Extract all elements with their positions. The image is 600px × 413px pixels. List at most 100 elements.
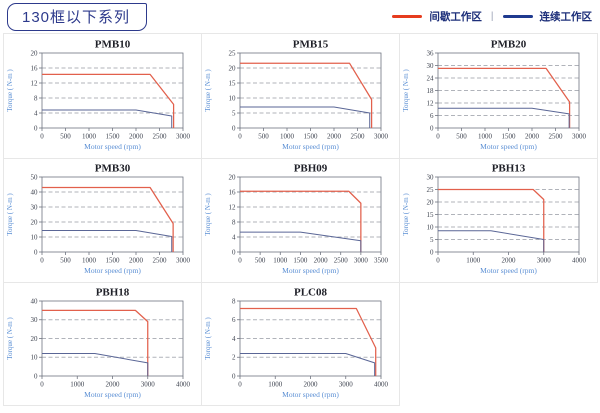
y-tick-label: 6 (430, 111, 434, 119)
y-tick-label: 50 (30, 173, 38, 181)
x-tick-label: 1000 (273, 257, 288, 265)
x-tick-label: 4000 (176, 380, 191, 388)
continuous-curve (41, 352, 148, 376)
continuous-curve (239, 231, 361, 252)
x-tick-label: 0 (238, 257, 242, 265)
plot-border (41, 52, 183, 128)
y-tick-label: 0 (232, 372, 236, 380)
y-tick-label: 0 (232, 248, 236, 256)
x-tick-label: 2500 (548, 132, 563, 140)
x-tick-label: 3000 (536, 257, 551, 265)
y-tick-label: 0 (34, 124, 38, 132)
y-tick-label: 10 (228, 94, 236, 102)
x-axis-label: Motor speed (rpm) (84, 266, 141, 275)
torque-speed-chart-PLC08: 0 2 4 6 8 0 1000 2000 3000 4000 PLC08 Motor speed (… (204, 286, 389, 399)
x-tick-label: 0 (40, 132, 44, 140)
x-tick-label: 0 (436, 257, 440, 265)
y-tick-label: 20 (30, 334, 38, 342)
intermittent-curve (41, 309, 148, 376)
y-tick-label: 20 (228, 64, 236, 72)
y-tick-label: 18 (426, 86, 434, 94)
intermittent-curve (239, 190, 361, 252)
x-tick-label: 500 (258, 132, 269, 140)
page-header: 130框以下系列 间歇工作区 | 连续工作区 (0, 0, 600, 33)
legend-label-intermittent: 间歇工作区 (429, 11, 482, 23)
continuous-curve (41, 109, 172, 128)
y-tick-label: 30 (30, 316, 38, 324)
y-tick-label: 20 (30, 218, 38, 226)
x-tick-label: 0 (238, 380, 242, 388)
x-tick-label: 2000 (501, 257, 516, 265)
chart-cell-PBH13: 0 5 10 15 20 25 30 0 1000 2000 3000 4000 PBH13 Motor … (400, 159, 598, 283)
x-axis-label: Motor speed (rpm) (282, 266, 339, 275)
x-tick-label: 3000 (572, 132, 587, 140)
torque-speed-chart-PBH09: 0 4 8 12 16 20 0 500 1000 1500 2000 2500 3000 3500 PBH… (204, 163, 389, 276)
x-tick-label: 1000 (478, 132, 493, 140)
x-tick-label: 1000 (82, 132, 97, 140)
y-tick-label: 20 (228, 173, 236, 181)
x-axis-label: Motor speed (rpm) (282, 142, 339, 151)
x-tick-label: 2000 (327, 132, 342, 140)
continuous-curve (437, 230, 544, 252)
x-tick-label: 3000 (140, 380, 155, 388)
x-tick-label: 0 (40, 380, 44, 388)
chart-cell-PMB30: 0 10 20 30 40 50 0 500 1000 1500 2000 2500 3000 PMB30… (4, 159, 202, 283)
x-tick-label: 4000 (374, 380, 389, 388)
chart-title: PLC08 (294, 286, 328, 298)
x-tick-label: 3000 (374, 132, 389, 140)
intermittent-line-icon (392, 15, 423, 18)
intermittent-curve (239, 62, 372, 128)
y-tick-label: 36 (426, 49, 434, 57)
x-tick-label: 2500 (152, 257, 167, 265)
intermittent-curve (437, 67, 570, 128)
x-axis-label: Motor speed (rpm) (84, 390, 141, 399)
x-tick-label: 0 (238, 132, 242, 140)
continuous-curve (41, 230, 172, 252)
plot-border (41, 176, 183, 253)
chart-title: PMB15 (292, 38, 328, 50)
y-tick-label: 0 (34, 248, 38, 256)
y-axis-label: Torque ( N-m ) (402, 68, 410, 111)
x-tick-label: 1500 (293, 257, 308, 265)
torque-speed-chart-PBH18: 0 10 20 30 40 0 1000 2000 3000 4000 PBH18 Motor spe… (6, 286, 191, 399)
x-tick-label: 2000 (129, 257, 144, 265)
x-tick-label: 4000 (572, 257, 587, 265)
plot-border (239, 176, 381, 253)
y-tick-label: 40 (30, 188, 38, 196)
y-tick-label: 20 (426, 198, 434, 206)
chart-title: PMB30 (94, 163, 130, 175)
x-tick-label: 1500 (501, 132, 516, 140)
y-tick-label: 8 (232, 218, 236, 226)
x-axis-label: Motor speed (rpm) (84, 142, 141, 151)
chart-cell-PMB15: 0 5 10 15 20 25 0 500 1000 1500 2000 2500 3000 PMB15 M… (202, 34, 400, 159)
torque-speed-chart-PMB20: 0 6 12 18 24 30 36 0 500 1000 1500 2000 2500 3000 PMB2… (402, 38, 587, 151)
y-tick-label: 25 (228, 49, 236, 57)
x-tick-label: 3000 (176, 257, 191, 265)
x-axis-label: Motor speed (rpm) (282, 390, 339, 399)
torque-speed-chart-PMB15: 0 5 10 15 20 25 0 500 1000 1500 2000 2500 3000 PMB15 M… (204, 38, 389, 151)
y-tick-label: 2 (232, 353, 236, 361)
x-axis-label: Motor speed (rpm) (480, 266, 537, 275)
x-tick-label: 3000 (338, 380, 353, 388)
continuous-curve (239, 106, 370, 128)
y-axis-label: Torque ( N-m ) (204, 316, 212, 359)
y-axis-label: Torque ( N-m ) (6, 193, 14, 236)
x-tick-label: 3000 (176, 132, 191, 140)
legend-label-continuous: 连续工作区 (539, 11, 593, 23)
charts-grid: 0 4 8 12 16 20 0 500 1000 1500 2000 2500 3000 PMB10 Mo… (3, 33, 598, 406)
chart-cell-PMB10: 0 4 8 12 16 20 0 500 1000 1500 2000 2500 3000 PMB10 Mo… (4, 34, 202, 159)
x-tick-label: 500 (456, 132, 467, 140)
chart-title: PBH18 (95, 286, 129, 298)
intermittent-curve (239, 307, 376, 376)
x-tick-label: 0 (436, 132, 440, 140)
y-tick-label: 4 (232, 334, 236, 342)
x-tick-label: 2000 (105, 380, 120, 388)
chart-cell-PLC08: 0 2 4 6 8 0 1000 2000 3000 4000 PLC08 Motor speed (… (202, 283, 400, 406)
x-axis-label: Motor speed (rpm) (480, 142, 537, 151)
x-tick-label: 1500 (303, 132, 318, 140)
y-tick-label: 40 (30, 297, 38, 305)
continuous-curve (239, 352, 375, 376)
continuous-curve (437, 107, 570, 128)
y-tick-label: 6 (232, 316, 236, 324)
